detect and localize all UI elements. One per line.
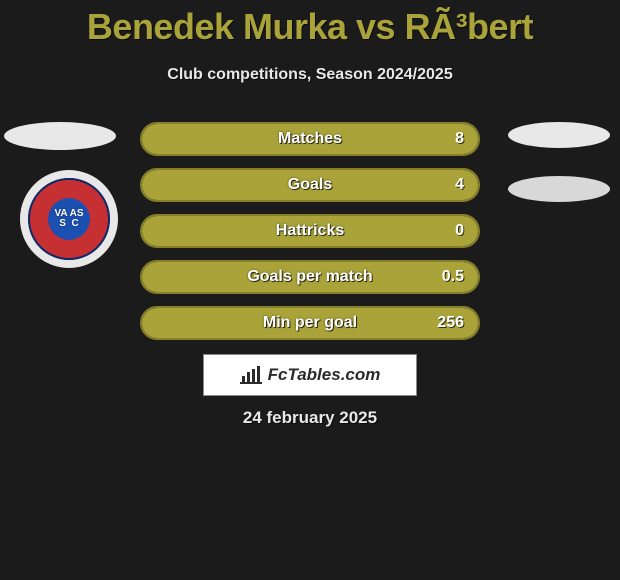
stat-value: 4 (455, 176, 464, 194)
player-placeholder-right-1 (508, 122, 610, 148)
player-placeholder-left (4, 122, 116, 150)
subtitle: Club competitions, Season 2024/2025 (0, 66, 620, 84)
stat-label: Hattricks (276, 222, 344, 240)
stat-value: 0 (455, 222, 464, 240)
stat-value: 0.5 (442, 268, 464, 286)
stat-label: Goals (288, 176, 332, 194)
brand-text: FcTables.com (268, 365, 381, 385)
stat-row: Hattricks 0 (140, 214, 480, 248)
stat-value: 8 (455, 130, 464, 148)
stat-row: Min per goal 256 (140, 306, 480, 340)
stat-value: 256 (437, 314, 464, 332)
brand-box[interactable]: FcTables.com (203, 354, 417, 396)
player-placeholder-right-2 (508, 176, 610, 202)
date-line: 24 february 2025 (0, 408, 620, 428)
page-title: Benedek Murka vs RÃ³bert (0, 0, 620, 48)
stat-row: Goals 4 (140, 168, 480, 202)
stat-row: Goals per match 0.5 (140, 260, 480, 294)
bar-chart-icon (240, 366, 262, 384)
stats-list: Matches 8 Goals 4 Hattricks 0 Goals per match 0… (140, 122, 480, 352)
stat-row: Matches 8 (140, 122, 480, 156)
stat-label: Matches (278, 130, 342, 148)
club-badge: VA AS S C (20, 170, 118, 268)
stat-label: Min per goal (263, 314, 357, 332)
stat-label: Goals per match (247, 268, 372, 286)
